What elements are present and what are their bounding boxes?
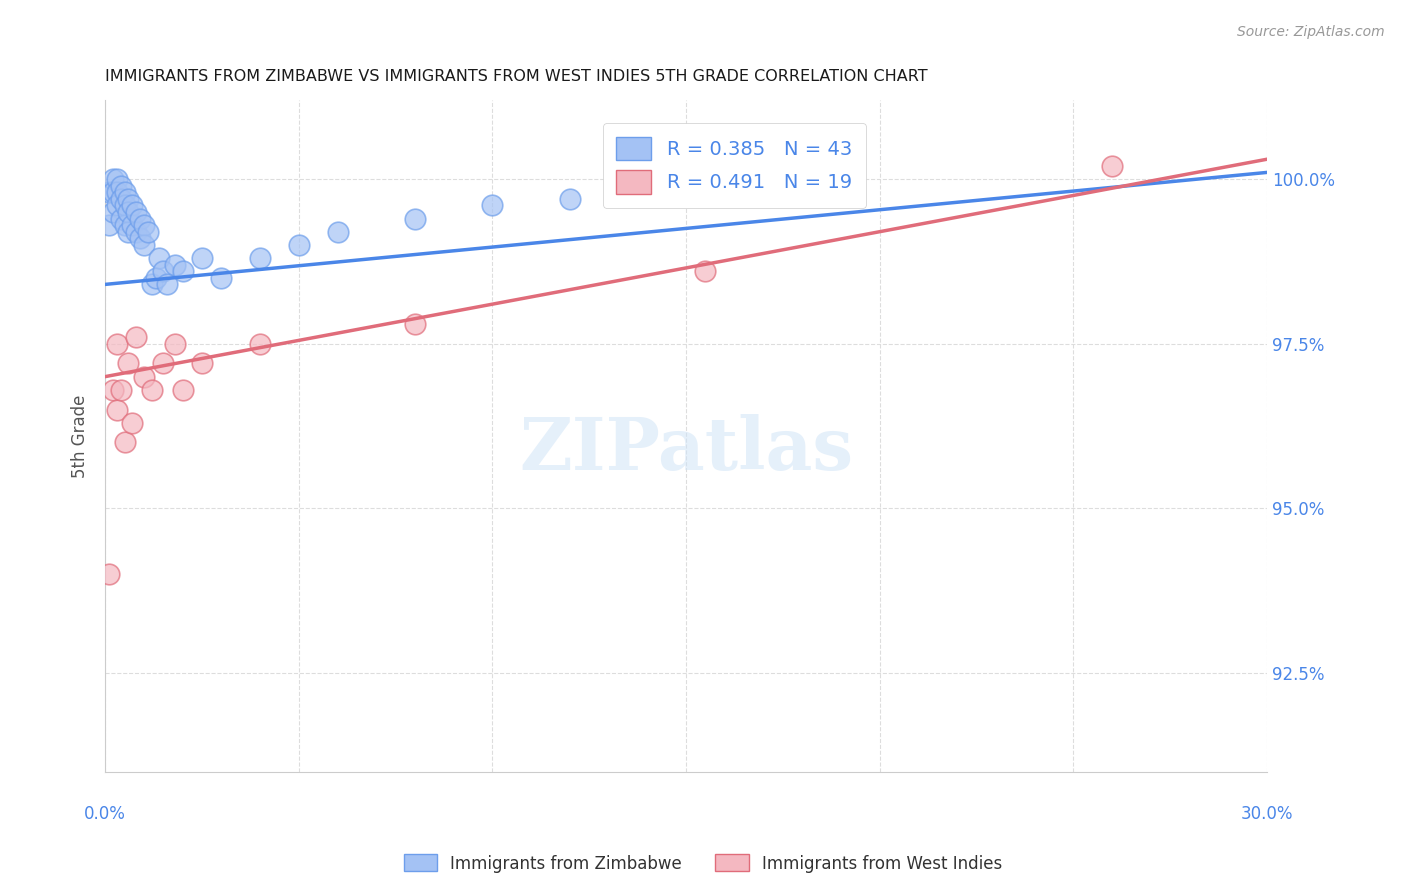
Point	[121, 218, 143, 232]
Point	[141, 383, 163, 397]
Point	[114, 198, 136, 212]
Point	[105, 402, 128, 417]
Point	[98, 185, 121, 199]
Point	[117, 192, 139, 206]
Point	[404, 211, 426, 226]
Point	[191, 356, 214, 370]
Point	[117, 205, 139, 219]
Point	[132, 238, 155, 252]
Point	[249, 251, 271, 265]
Point	[101, 383, 124, 397]
Point	[105, 198, 128, 212]
Point	[288, 238, 311, 252]
Point	[114, 185, 136, 199]
Point	[98, 567, 121, 582]
Text: 0.0%: 0.0%	[84, 805, 127, 822]
Point	[132, 369, 155, 384]
Point	[105, 172, 128, 186]
Point	[110, 211, 132, 226]
Point	[105, 336, 128, 351]
Point	[156, 277, 179, 292]
Point	[117, 356, 139, 370]
Legend: R = 0.385   N = 43, R = 0.491   N = 19: R = 0.385 N = 43, R = 0.491 N = 19	[603, 123, 866, 208]
Point	[172, 383, 194, 397]
Point	[675, 178, 697, 193]
Point	[172, 264, 194, 278]
Point	[121, 198, 143, 212]
Point	[136, 225, 159, 239]
Point	[163, 336, 186, 351]
Legend: Immigrants from Zimbabwe, Immigrants from West Indies: Immigrants from Zimbabwe, Immigrants fro…	[396, 847, 1010, 880]
Point	[145, 270, 167, 285]
Text: 30.0%: 30.0%	[1240, 805, 1294, 822]
Point	[558, 192, 581, 206]
Point	[152, 264, 174, 278]
Point	[163, 258, 186, 272]
Point	[105, 185, 128, 199]
Point	[141, 277, 163, 292]
Point	[114, 435, 136, 450]
Text: Source: ZipAtlas.com: Source: ZipAtlas.com	[1237, 25, 1385, 39]
Text: ZIPatlas: ZIPatlas	[519, 414, 853, 485]
Point	[110, 192, 132, 206]
Point	[132, 218, 155, 232]
Point	[101, 172, 124, 186]
Point	[114, 218, 136, 232]
Point	[117, 225, 139, 239]
Point	[326, 225, 349, 239]
Point	[129, 231, 152, 245]
Point	[101, 205, 124, 219]
Y-axis label: 5th Grade: 5th Grade	[72, 394, 89, 477]
Point	[404, 317, 426, 331]
Point	[98, 218, 121, 232]
Point	[110, 383, 132, 397]
Point	[481, 198, 503, 212]
Point	[110, 178, 132, 193]
Point	[1101, 159, 1123, 173]
Point	[792, 165, 814, 179]
Point	[121, 416, 143, 430]
Point	[125, 205, 148, 219]
Point	[148, 251, 170, 265]
Point	[101, 185, 124, 199]
Point	[152, 356, 174, 370]
Point	[191, 251, 214, 265]
Point	[695, 264, 717, 278]
Point	[209, 270, 232, 285]
Point	[125, 330, 148, 344]
Text: IMMIGRANTS FROM ZIMBABWE VS IMMIGRANTS FROM WEST INDIES 5TH GRADE CORRELATION CH: IMMIGRANTS FROM ZIMBABWE VS IMMIGRANTS F…	[105, 69, 928, 84]
Point	[249, 336, 271, 351]
Point	[125, 225, 148, 239]
Point	[129, 211, 152, 226]
